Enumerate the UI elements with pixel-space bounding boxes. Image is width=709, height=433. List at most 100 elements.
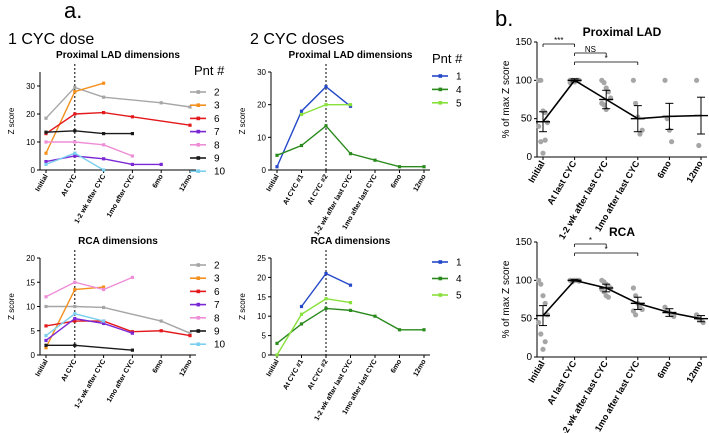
data-point-1 — [275, 165, 279, 169]
chart-lad2: Proximal LAD dimensions 0 10 20 30 Z score Ini… — [238, 50, 430, 237]
data-point-4 — [275, 153, 279, 157]
data-point-7 — [130, 162, 134, 166]
data-point — [694, 77, 700, 83]
legend-label-9: 9 — [214, 327, 220, 338]
legend-label-1: 1 — [456, 72, 462, 83]
x-tick-label: At CYC #1 — [282, 173, 305, 206]
y-tick-label: 20 — [257, 101, 266, 110]
data-point — [601, 102, 607, 108]
x-tick-label: 12mo — [179, 174, 194, 193]
data-point-10 — [73, 312, 77, 316]
y-axis-label: Z score — [7, 107, 16, 134]
x-tick-label: At CYC #2 — [307, 173, 330, 206]
data-point-5 — [275, 353, 279, 357]
legend-label-10: 10 — [214, 340, 226, 351]
data-point-7 — [73, 154, 77, 158]
group-title-one: 1 CYC dose — [8, 31, 94, 48]
data-point-7 — [44, 160, 48, 164]
data-point-2 — [159, 101, 163, 105]
data-point — [540, 293, 546, 299]
data-point — [696, 142, 702, 149]
data-point-9 — [44, 130, 48, 134]
data-point-9 — [73, 129, 77, 133]
y-axis-label: Z score — [238, 293, 247, 320]
legend-label-6: 6 — [214, 114, 220, 125]
series-line-8 — [46, 141, 133, 157]
sig-label: * — [589, 236, 592, 245]
data-point-2 — [159, 319, 163, 323]
data-point-1 — [324, 271, 328, 276]
data-point — [662, 77, 668, 83]
legend-label-2: 2 — [214, 261, 220, 272]
data-point-4 — [348, 152, 353, 156]
legend-label-5: 5 — [456, 98, 462, 109]
series-line-1 — [276, 85, 351, 168]
legend-label-4: 4 — [456, 85, 462, 96]
legends-layer: 2 3 6 7 8 9 10 1 4 5 2 3 6 7 8 9 10 1 4 5 — [190, 72, 462, 351]
data-point-7 — [130, 331, 134, 335]
series-line-7 — [45, 317, 133, 342]
series-line-2 — [45, 86, 191, 119]
legend-marker-8 — [196, 316, 201, 320]
chart-lad1: Proximal LAD dimensions 0 10 20 30 Z score Ini… — [7, 50, 196, 225]
y-tick-label: 25 — [257, 254, 266, 263]
x-tick-label: At CYC — [60, 174, 78, 198]
mean-line — [542, 279, 702, 320]
data-point — [536, 123, 542, 129]
data-point — [538, 77, 544, 83]
x-tick-label: 1-2 wk after CYC — [74, 174, 108, 225]
x-tick-label: Initial — [266, 173, 281, 192]
x-tick-label: 12mo — [684, 159, 705, 185]
series-line-5 — [276, 298, 351, 356]
legend-label-1: 1 — [456, 258, 462, 269]
chart-title: RCA dimensions — [78, 236, 158, 247]
data-point-10 — [44, 334, 48, 338]
data-point — [633, 312, 639, 318]
chart-rca1: RCA dimensions 0 5 10 15 20 Z score Initial At C… — [7, 236, 196, 410]
data-point-1 — [299, 304, 304, 309]
sig-label: * — [605, 54, 608, 63]
data-point-4 — [422, 328, 426, 332]
data-point-5 — [299, 312, 304, 316]
data-point-8 — [73, 280, 77, 284]
y-tick-label: 0 — [262, 166, 267, 175]
y-tick-label: 0 — [526, 352, 532, 363]
legend-marker-3 — [196, 276, 201, 280]
chart-title: Proximal LAD — [583, 25, 662, 39]
data-point — [669, 139, 675, 145]
data-point — [666, 127, 673, 133]
data-point — [536, 319, 542, 326]
data-point — [542, 300, 548, 306]
legend-title-top: Pnt # — [194, 63, 225, 78]
data-point — [605, 294, 612, 300]
data-point-7 — [159, 162, 163, 166]
data-point — [540, 346, 546, 352]
y-tick-label: 50 — [521, 314, 533, 325]
y-tick-label: 10 — [257, 312, 266, 321]
data-point-8 — [73, 140, 77, 144]
sig-label: NS — [585, 45, 596, 54]
data-point-9 — [130, 348, 134, 352]
data-point-2 — [44, 116, 48, 120]
y-tick-label: 0 — [31, 351, 36, 360]
legend-marker-5 — [438, 101, 443, 105]
data-point-2 — [102, 95, 106, 99]
data-point-7 — [102, 157, 106, 161]
legend-label-10: 10 — [214, 167, 226, 178]
data-point-4 — [275, 341, 279, 345]
data-point — [630, 285, 637, 291]
data-point-7 — [102, 321, 106, 326]
legend-label-4: 4 — [456, 274, 462, 285]
y-tick-label: 150 — [515, 237, 532, 248]
legend-marker-1 — [438, 260, 443, 264]
series-line-4 — [276, 307, 424, 344]
data-point-9 — [102, 132, 106, 136]
panel-label-a: a. — [64, 0, 82, 23]
data-point-8 — [44, 140, 48, 144]
data-point — [538, 281, 544, 287]
data-point — [700, 319, 706, 326]
data-point-6 — [73, 112, 77, 116]
data-point-1 — [348, 283, 353, 287]
